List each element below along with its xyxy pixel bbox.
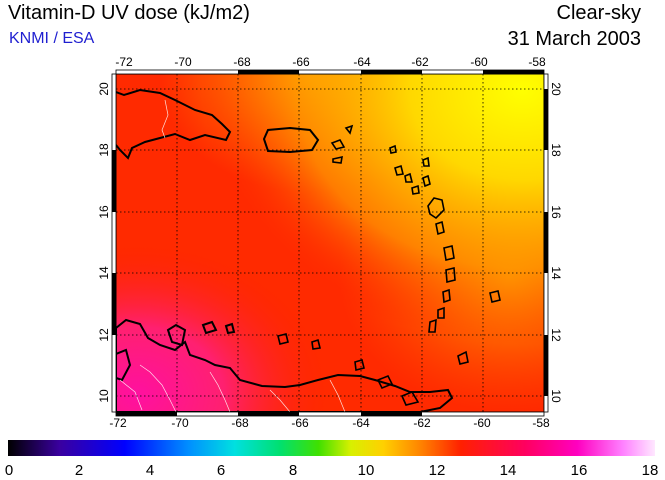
colorbar-tick: 12 [429,462,446,479]
tick-label: 18 [549,143,563,157]
tick-label: 12 [97,328,111,342]
tick-label: -64 [353,55,371,69]
colorbar-tick: 14 [500,462,517,479]
tick-label: -62 [411,55,429,69]
colorbar-tick: 4 [146,462,154,479]
colorbar-tick: 2 [75,462,83,479]
borders [119,99,346,412]
tick-label: 20 [97,82,111,96]
tick-label: -68 [231,416,249,430]
colorbar-tick: 18 [642,462,659,479]
tick-label: -66 [292,55,310,69]
tick-label: 18 [97,143,111,157]
tick-label: -60 [470,55,488,69]
tick-label: -64 [352,416,370,430]
lesser-antilles [277,124,501,406]
sky-condition: Clear-sky [556,2,641,24]
lat-ticks-left: 10 12 14 16 18 20 [97,82,111,403]
map-source: KNMI / ESA [9,30,95,47]
lon-ticks-bottom: -72 -70 -68 -66 -64 -62 -60 -58 [109,416,550,430]
tick-label: -58 [528,55,546,69]
tick-label: 12 [549,328,563,342]
colorbar-tick: 8 [289,462,297,479]
tick-label: -62 [413,416,431,430]
coastlines [116,88,454,412]
tick-label: -72 [109,416,127,430]
uv-field [116,74,544,412]
colorbar-tick: 10 [358,462,375,479]
tick-label: -58 [532,416,550,430]
tick-label: 16 [97,205,111,219]
tick-label: 20 [549,82,563,96]
colorbar-tick: 0 [5,462,13,479]
tick-label: -60 [473,416,491,430]
tick-label: 14 [97,266,111,280]
colorbar-tick: 6 [217,462,225,479]
lon-ticks-top: -72 -70 -68 -66 -64 -62 -60 -58 [115,55,546,69]
tick-label: -66 [291,416,309,430]
lat-ticks-right: 10 12 14 16 18 20 [549,82,563,403]
tick-label: 10 [549,389,563,403]
tick-label: 14 [549,266,563,280]
tick-label: 16 [549,205,563,219]
map-title: Vitamin-D UV dose (kJ/m2) [8,2,250,24]
tick-label: -72 [115,55,133,69]
map-border-bars [111,69,549,417]
tick-label: -68 [233,55,251,69]
map-date: 31 March 2003 [507,28,641,50]
colorbar-ticks: 0 2 4 6 8 10 12 14 16 18 [5,462,659,479]
tick-label: 10 [97,389,111,403]
tick-label: -70 [171,416,189,430]
grid-lines [116,74,544,412]
colorbar [8,440,655,456]
tick-label: -70 [174,55,192,69]
colorbar-tick: 16 [571,462,588,479]
